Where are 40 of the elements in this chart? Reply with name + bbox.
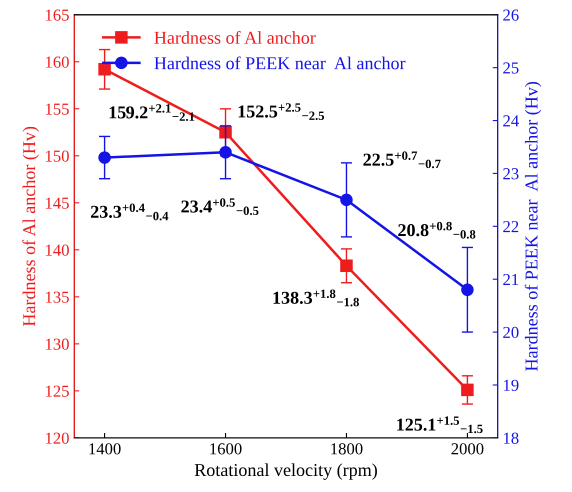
x-tick-label: 2000 [451, 443, 484, 454]
y2-tick-label: 26 [503, 10, 519, 21]
x-tick-label: 1400 [89, 443, 121, 454]
y2-tick-label: 23 [503, 168, 519, 180]
legend-label: Hardness of PEEK near Al anchor [154, 56, 406, 70]
legend-label: Hardness of Al anchor [154, 30, 316, 44]
data-label: 125.1$^{+1.5}$$_{−1.5}$ [397, 416, 483, 434]
y-tick-label: 135 [46, 292, 69, 303]
y-tick-label: 125 [46, 386, 69, 397]
data-label: 159.2$^{+2.1}$$_{−2.1}$ [110, 104, 194, 121]
point [219, 126, 232, 139]
x-tick-label: 1800 [331, 443, 362, 454]
y2-tick-label: 19 [504, 380, 518, 391]
y-tick-label: 140 [46, 244, 69, 256]
x-tick-label: 1600 [210, 443, 242, 454]
y-axis-title: Hardness of Al anchor (Hv) [22, 126, 39, 326]
point [340, 194, 353, 206]
y2-tick-label: 24 [503, 115, 519, 126]
data-label: 23.4$^{+0.5}$$_{−0.5}$ [181, 198, 258, 216]
data-label: 22.5$^{+0.7}$$_{−0.7}$ [363, 151, 441, 168]
y2-tick-label: 25 [503, 62, 519, 74]
y2-tick-label: 22 [503, 221, 518, 232]
y-tick-label: 155 [46, 104, 69, 115]
y2-tick-label: 18 [504, 432, 519, 444]
y-tick-label: 165 [46, 10, 69, 21]
x-axis-title: Rotational velocity (rpm) [194, 463, 377, 480]
point [340, 260, 353, 272]
y-tick-label: 160 [46, 56, 69, 68]
data-label: 20.8$^{+0.8}$$_{−0.8}$ [398, 222, 476, 239]
y2-axis-title: Hardness of PEEK near Al anchor (Hv) [524, 82, 542, 371]
y2-tick-label: 20 [503, 326, 519, 338]
y-tick-label: 150 [46, 150, 69, 162]
data-label: 138.3$^{+1.8}$$_{−1.8}$ [273, 290, 359, 306]
y2-tick-label: 21 [503, 274, 518, 285]
y-tick-label: 145 [46, 198, 69, 209]
y-tick-label: 120 [46, 432, 69, 444]
y-tick-label: 130 [46, 338, 69, 350]
point [219, 146, 232, 159]
data-label: 152.5$^{+2.5}$$_{−2.5}$ [238, 103, 324, 120]
data-label: 23.3$^{+0.4}$$_{−0.4}$ [90, 203, 168, 220]
